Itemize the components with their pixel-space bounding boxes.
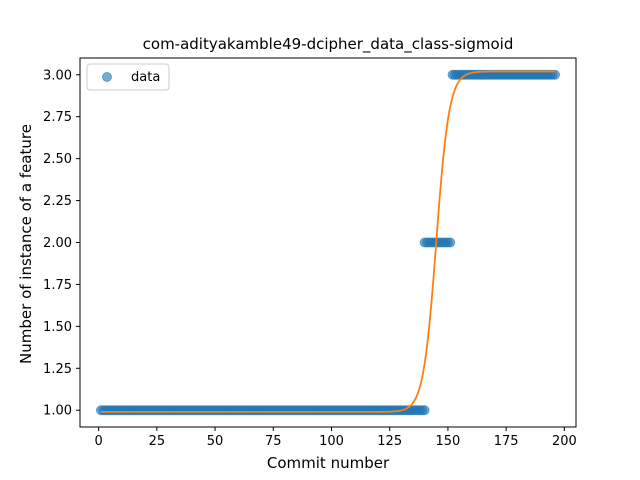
y-tick-label: 2.75	[43, 110, 72, 125]
x-tick-label: 100	[319, 434, 344, 449]
y-tick-label: 2.00	[43, 236, 72, 251]
plot-area	[95, 69, 561, 416]
y-tick-label: 3.00	[43, 68, 72, 83]
y-tick-label: 1.00	[43, 404, 72, 419]
y-tick-label: 1.50	[43, 320, 72, 335]
data-point	[419, 405, 430, 416]
x-tick-label: 150	[436, 434, 461, 449]
x-tick-label: 175	[494, 434, 519, 449]
y-tick-label: 2.25	[43, 194, 72, 209]
x-tick-label: 75	[265, 434, 282, 449]
x-axis-title: Commit number	[267, 454, 390, 472]
legend-box	[86, 63, 170, 91]
x-axis-ticks: 0 25 50 75 100 125 150 175 200	[94, 427, 577, 449]
y-tick-label: 1.25	[43, 362, 72, 377]
data-point	[550, 69, 561, 80]
x-tick-label: 200	[552, 434, 577, 449]
chart-title: com-adityakamble49-dcipher_data_class-si…	[143, 35, 514, 54]
y-axis-ticks: 1.00 1.25 1.50 1.75 2.00 2.25 2.50 2.75 3.00	[43, 68, 80, 419]
y-tick-label: 1.75	[43, 278, 72, 293]
x-tick-label: 125	[377, 434, 402, 449]
data-point	[445, 237, 456, 248]
legend-marker-data	[102, 72, 112, 82]
sigmoid-fit-line	[100, 70, 556, 413]
y-axis-title: Number of instance of a feature	[17, 124, 35, 364]
legend-label-data: data	[131, 70, 160, 85]
legend: data	[86, 63, 170, 91]
y-tick-label: 2.50	[43, 152, 72, 167]
x-tick-label: 50	[207, 434, 224, 449]
x-tick-label: 25	[149, 434, 166, 449]
x-tick-label: 0	[94, 434, 102, 449]
